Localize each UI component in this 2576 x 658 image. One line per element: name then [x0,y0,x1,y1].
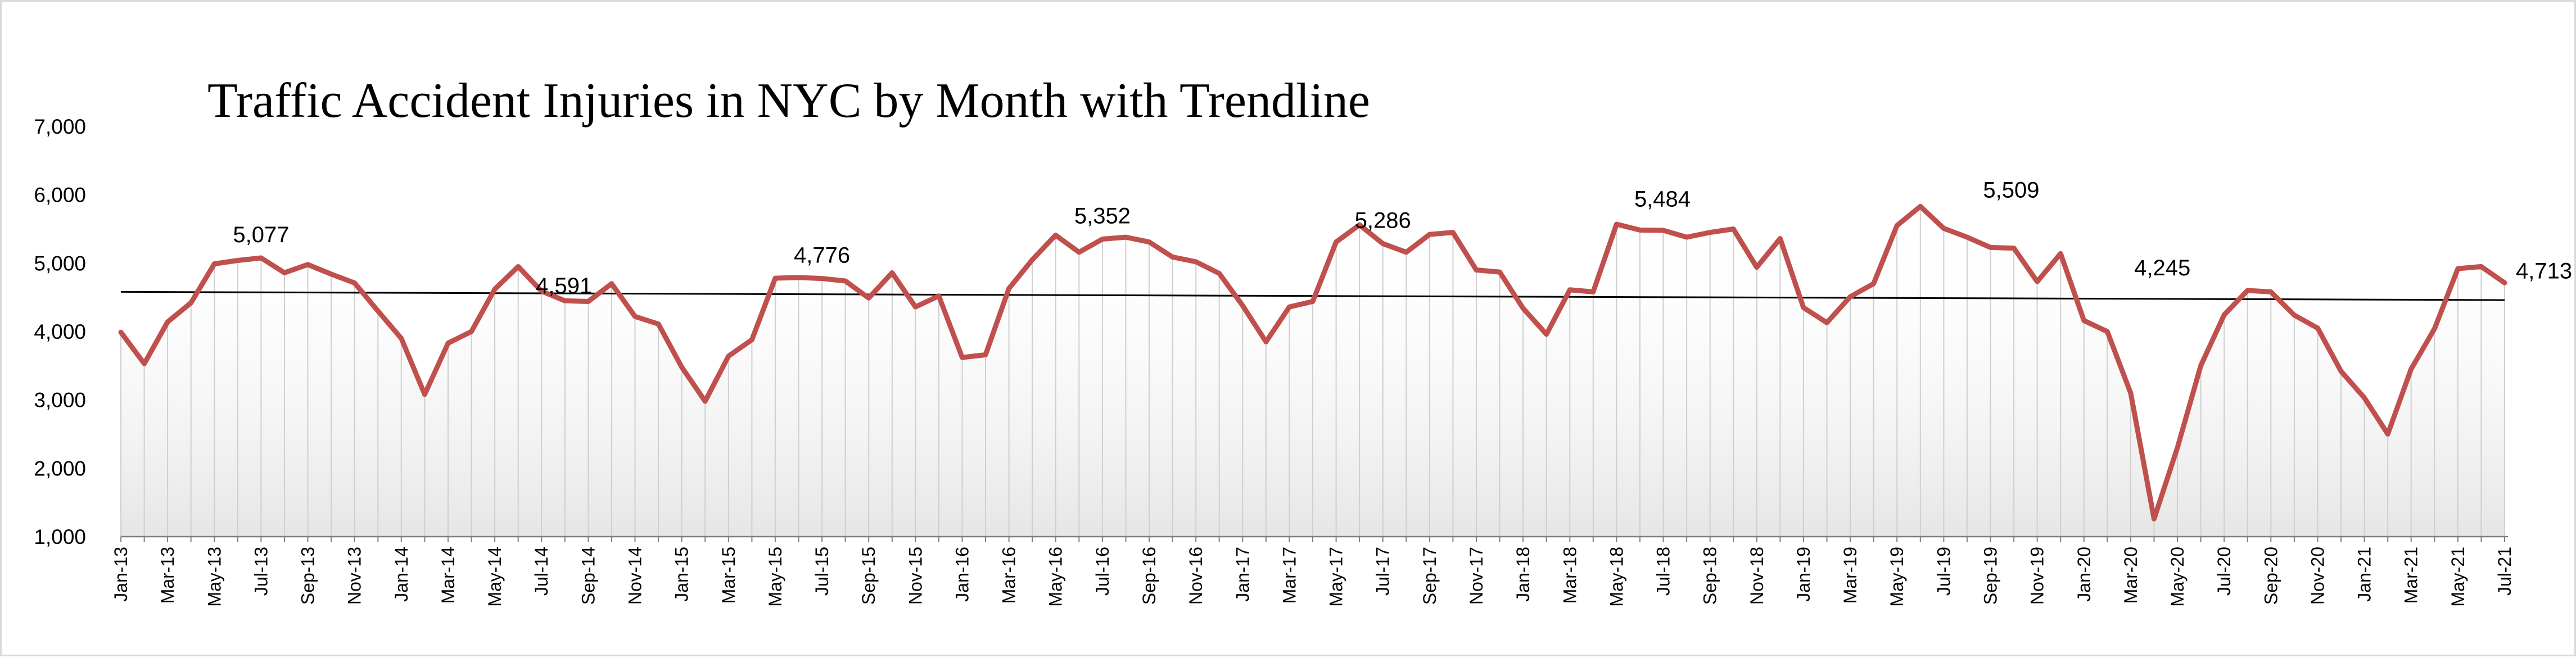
x-tick-label: Sep-17 [1420,547,1440,605]
x-tick-label: May-19 [1887,547,1907,607]
x-tick-label: Sep-13 [298,547,318,605]
y-tick-label: 7,000 [34,115,86,138]
x-tick-label: Jan-15 [672,547,692,602]
data-label: 4,713 [2516,258,2572,283]
data-label: 4,776 [794,243,850,268]
x-tick-label: Mar-18 [1560,547,1580,603]
data-labels: 5,077 4,591 4,776 5,352 5,286 5,484 5,509 4,245… [233,178,2572,298]
x-tick-label: Jan-16 [952,547,973,602]
data-label: 5,077 [233,223,289,247]
data-label: 5,286 [1355,208,1411,233]
drop-lines [120,206,2505,537]
x-tick-label: Mar-16 [999,547,1019,603]
data-label: 5,484 [1634,187,1691,211]
x-tick-label: Nov-14 [625,547,645,605]
x-tick-label: Jan-18 [1513,547,1533,602]
axes [120,536,2508,542]
x-tick-label: Mar-14 [438,547,458,603]
x-tick-label: May-18 [1606,547,1626,607]
x-tick-label: Nov-18 [1747,547,1767,605]
x-tick-label: May-15 [765,547,785,607]
x-tick-label: Jul-13 [251,547,271,596]
x-tick-label: May-21 [2448,547,2468,607]
x-tick-label: Jan-21 [2354,547,2375,602]
x-tick-label: Nov-16 [1186,547,1206,605]
x-tick-label: Jan-17 [1232,547,1253,602]
y-tick-label: 1,000 [34,525,86,548]
x-tick-label: Nov-17 [1466,547,1486,605]
y-tick-label: 5,000 [34,252,86,275]
x-tick-label: Jul-19 [1933,547,1954,596]
y-tick-label: 6,000 [34,184,86,207]
x-tick-label: Sep-15 [858,547,879,605]
x-tick-label: Jul-16 [1092,547,1113,596]
x-tick-label: Jan-19 [1793,547,1814,602]
y-tick-label: 4,000 [34,320,86,343]
data-label: 5,352 [1074,204,1131,229]
x-tick-label: Sep-16 [1139,547,1159,605]
x-tick-label: Mar-17 [1279,547,1299,603]
x-tick-label: Nov-19 [2027,547,2048,605]
x-tick-label: Jul-21 [2494,547,2515,596]
y-tick-label: 2,000 [34,457,86,480]
x-tick-label: Mar-13 [157,547,178,603]
x-tick-label: Sep-19 [1981,547,2001,605]
x-tick-label: Nov-20 [2308,547,2328,605]
data-label: 4,245 [2134,256,2190,280]
x-tick-label: Mar-19 [1840,547,1860,603]
x-tick-label: Mar-20 [2121,547,2141,603]
x-tick-label: Jul-17 [1373,547,1393,596]
x-tick-label: Sep-14 [578,547,598,605]
x-tick-label: Nov-13 [345,547,365,605]
x-tick-label: May-14 [485,547,505,607]
x-tick-label: Jul-20 [2214,547,2234,596]
x-tick-label: May-17 [1326,547,1346,607]
y-axis-tick-labels: 1,000 2,000 3,000 4,000 5,000 6,000 7,000 [34,115,86,548]
x-tick-label: Jan-13 [111,547,131,602]
x-tick-label: Sep-18 [1700,547,1720,605]
data-label: 4,591 [536,274,592,298]
x-tick-label: Jul-15 [812,547,832,596]
x-tick-label: Jan-20 [2074,547,2094,602]
x-tick-label: May-16 [1046,547,1066,607]
series-line [118,203,2507,521]
x-tick-label: Mar-21 [2401,547,2421,603]
x-tick-label: Jul-18 [1653,547,1674,596]
x-tick-label: Jan-14 [391,547,412,602]
x-tick-label: May-13 [204,547,224,607]
x-tick-label: May-20 [2167,547,2188,607]
y-tick-label: 3,000 [34,389,86,412]
chart-title: Traffic Accident Injuries in NYC by Mont… [207,74,1370,128]
data-label: 5,509 [1983,178,2039,202]
x-axis-tick-labels: Jan-13 Mar-13 May-13 Jul-13 Sep-13 Nov-13 Jan-… [111,547,2515,607]
x-tick-label: Jul-14 [531,547,552,596]
series-line-path [118,203,2507,521]
x-tick-label: Sep-20 [2261,547,2281,605]
x-tick-label: Nov-15 [905,547,925,605]
x-tick-label: Mar-15 [718,547,739,603]
